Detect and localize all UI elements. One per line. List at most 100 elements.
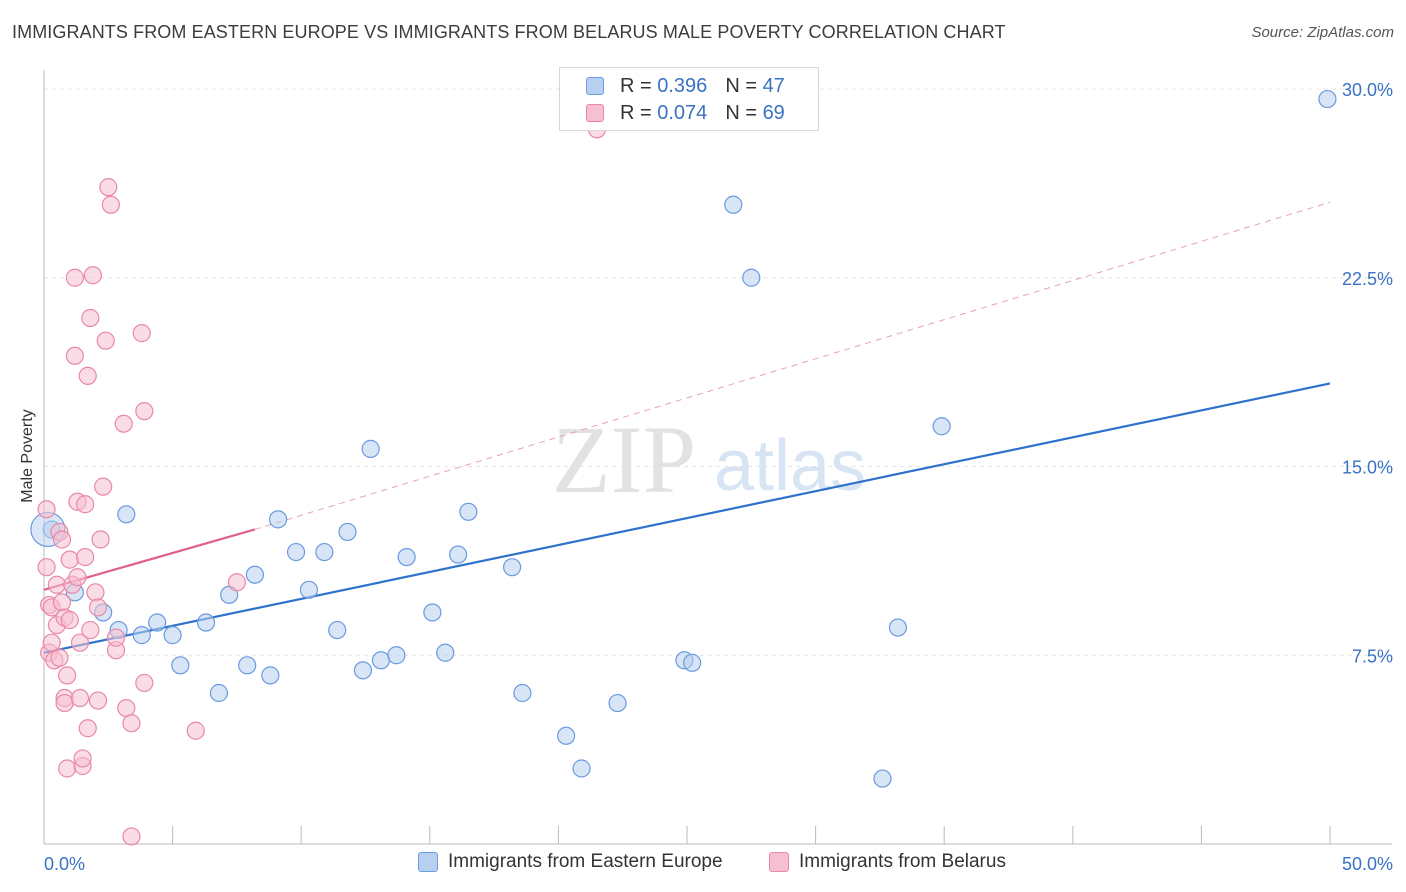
data-point [186, 721, 205, 740]
data-point [76, 495, 95, 514]
correlation-legend: R = 0.396 N = 47 R = 0.074 N = 69 [559, 67, 819, 131]
data-point [96, 331, 115, 350]
data-point [436, 643, 455, 662]
data-point [932, 417, 951, 436]
data-point [387, 646, 406, 665]
data-point [117, 698, 136, 718]
data-point [52, 530, 72, 549]
x-tick-label: 0.0% [44, 854, 85, 874]
y-tick-label: 15.0% [1342, 458, 1393, 478]
y-tick-label: 7.5% [1352, 646, 1393, 666]
data-point [148, 613, 167, 632]
data-point [286, 542, 306, 562]
data-point [227, 573, 246, 592]
grid-lines [44, 88, 1392, 656]
data-point [65, 346, 84, 365]
data-point [315, 542, 334, 562]
data-point [91, 530, 110, 549]
data-point [503, 558, 522, 577]
data-point [261, 666, 280, 685]
watermark: ZIP atlas [552, 406, 866, 513]
series-eastern-europe [30, 89, 1337, 788]
data-point [268, 510, 288, 529]
data-point [114, 414, 133, 433]
data-point [86, 583, 105, 602]
data-point [37, 500, 56, 519]
y-tick-label: 30.0% [1342, 80, 1393, 100]
data-point [557, 726, 576, 745]
data-point [196, 613, 216, 632]
data-point [78, 719, 97, 738]
legend-r-label: R = [620, 74, 652, 97]
data-point [60, 610, 79, 630]
data-point [423, 603, 442, 622]
data-point [361, 439, 380, 458]
data-point [135, 402, 154, 421]
chart-title: IMMIGRANTS FROM EASTERN EUROPE VS IMMIGR… [12, 22, 1006, 42]
data-point [101, 195, 120, 214]
data-point [572, 759, 591, 778]
data-point [60, 550, 79, 569]
axes [43, 70, 1392, 845]
data-point [513, 683, 532, 703]
data-point [299, 580, 319, 599]
data-point [397, 547, 416, 567]
legend-swatch-belarus [769, 852, 789, 872]
legend-swatch-belarus [586, 104, 604, 122]
data-point [88, 598, 108, 617]
data-point [353, 661, 373, 680]
data-point [459, 502, 478, 521]
watermark-zip: ZIP [552, 406, 696, 513]
data-point [81, 620, 100, 640]
legend-n-value: 69 [762, 101, 785, 124]
data-point [70, 688, 90, 708]
data-point [122, 714, 141, 733]
x-tick-label: 50.0% [1342, 854, 1393, 874]
legend-r-value: 0.074 [657, 101, 708, 124]
series-belarus [37, 120, 607, 846]
legend-n-label: N = [725, 74, 757, 97]
data-point [163, 626, 182, 645]
data-point [70, 633, 90, 652]
legend-item-belarus: Immigrants from Belarus [769, 851, 1006, 873]
data-point [209, 683, 228, 703]
data-point [132, 626, 151, 645]
data-point [94, 477, 113, 496]
legend-r-value: 0.396 [657, 74, 708, 97]
data-point [724, 195, 743, 214]
data-point [135, 673, 154, 693]
data-point [58, 666, 77, 685]
series-legend: Immigrants from Eastern Europe Immigrant… [0, 851, 1406, 879]
data-point [873, 769, 892, 788]
data-point [117, 505, 136, 524]
legend-row-eastern-europe: R = 0.396 N = 47 [586, 74, 785, 98]
data-point [171, 656, 190, 675]
data-point [68, 568, 87, 587]
data-point [106, 628, 126, 647]
data-point [99, 178, 118, 197]
data-point [47, 575, 66, 594]
data-point [78, 366, 97, 385]
legend-n-label: N = [725, 101, 757, 124]
data-point [888, 618, 908, 637]
tick-labels: 7.5% 15.0% 22.5% 30.0% 0.0% 50.0% [44, 80, 1393, 874]
data-point [742, 268, 761, 287]
source-label: Source: ZipAtlas.com [1251, 24, 1394, 41]
data-point [50, 648, 69, 667]
data-point [83, 266, 102, 285]
data-point [238, 656, 257, 675]
legend-label-belarus: Immigrants from Belarus [799, 851, 1006, 872]
legend-label-eastern-europe: Immigrants from Eastern Europe [448, 851, 723, 872]
data-point [338, 522, 357, 542]
legend-item-eastern-europe: Immigrants from Eastern Europe [418, 851, 723, 873]
data-point [371, 651, 391, 670]
trend-line [254, 201, 1331, 530]
data-point [132, 324, 151, 343]
watermark-atlas: atlas [714, 426, 866, 506]
legend-row-belarus: R = 0.074 N = 69 [586, 101, 785, 125]
data-point [81, 308, 100, 328]
legend-n-value: 47 [762, 74, 785, 97]
legend-r-label: R = [620, 101, 652, 124]
legend-swatch-eastern-europe [586, 77, 604, 95]
data-point [65, 268, 84, 287]
